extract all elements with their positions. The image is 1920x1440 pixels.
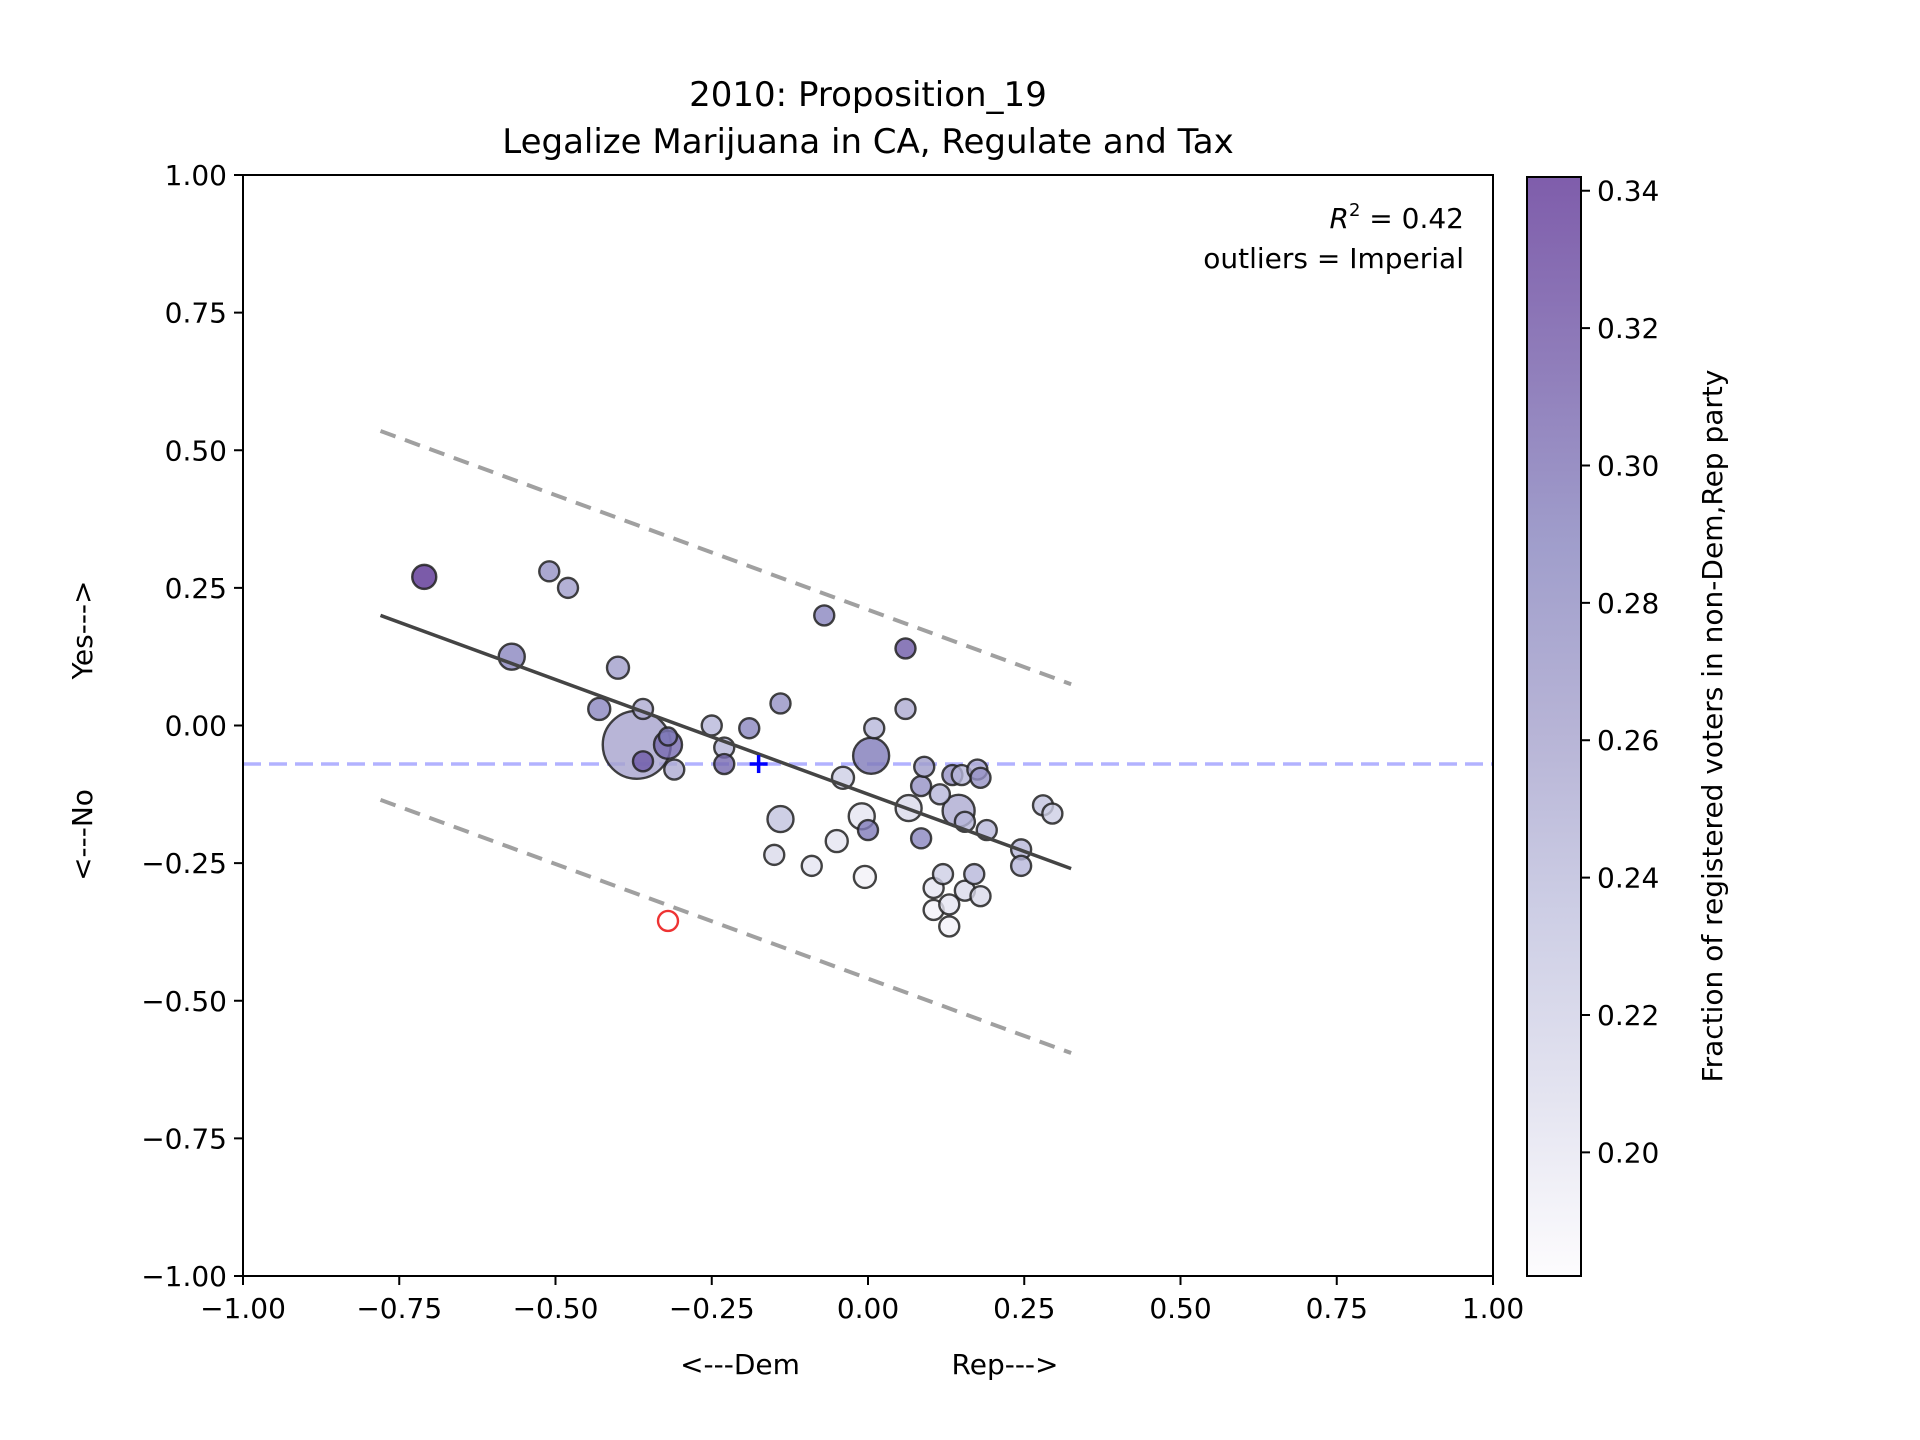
r-squared-superscript: 2 xyxy=(1349,200,1360,221)
data-point xyxy=(851,736,891,775)
data-point xyxy=(769,692,792,715)
data-point xyxy=(824,828,849,854)
data-point xyxy=(556,576,580,600)
plot-area xyxy=(243,429,1493,1055)
x-tick-label: −0.25 xyxy=(669,1292,755,1325)
outliers-annotation: outliers = Imperial xyxy=(1203,242,1464,275)
data-point xyxy=(863,717,886,740)
colorbar-tick-label: 0.22 xyxy=(1597,999,1659,1032)
data-point xyxy=(763,843,786,867)
data-point xyxy=(913,755,936,778)
y-tick-label: 0.50 xyxy=(165,434,227,467)
r-squared-symbol: R xyxy=(1329,202,1348,235)
colorbar-ticks: 0.20 0.22 0.24 0.26 0.28 0.30 0.32 0.34 xyxy=(1581,175,1659,1169)
x-tick-label: −0.75 xyxy=(356,1292,442,1325)
data-point xyxy=(497,642,526,671)
data-point xyxy=(931,862,955,886)
data-point xyxy=(856,818,880,842)
colorbar xyxy=(1526,176,1582,1277)
data-point xyxy=(538,560,561,583)
data-point xyxy=(813,604,836,627)
colorbar-tick-label: 0.30 xyxy=(1597,449,1659,482)
colorbar-tick-label: 0.28 xyxy=(1597,587,1659,620)
upper-bound-line xyxy=(379,429,1072,687)
y-tick-label: −0.25 xyxy=(141,847,227,880)
x-tick-label: 1.00 xyxy=(1462,1292,1524,1325)
x-tick-label: −0.50 xyxy=(513,1292,599,1325)
data-point xyxy=(657,726,679,747)
colorbar-tick-label: 0.32 xyxy=(1597,312,1659,345)
data-point xyxy=(894,697,917,721)
y-tick-label: 1.00 xyxy=(165,159,227,192)
colorbar-tick-label: 0.24 xyxy=(1597,862,1659,895)
colorbar-tick-label: 0.34 xyxy=(1597,175,1659,208)
y-tick-label: 0.00 xyxy=(165,710,227,743)
data-point xyxy=(631,750,655,773)
chart-title-line2: Legalize Marijuana in CA, Regulate and T… xyxy=(502,122,1234,162)
data-point xyxy=(963,862,986,886)
y-axis-label-bottom: <---No xyxy=(66,789,99,881)
chart-title-line1: 2010: Proposition_19 xyxy=(689,75,1047,115)
data-point xyxy=(909,774,933,798)
data-point xyxy=(928,783,952,806)
data-point xyxy=(969,766,992,789)
r-squared-value: = 0.42 xyxy=(1360,202,1464,235)
data-point xyxy=(800,854,823,878)
data-point xyxy=(938,915,961,938)
data-point xyxy=(969,884,992,908)
data-point xyxy=(605,655,631,680)
mean-marker xyxy=(749,755,768,774)
y-axis-label-top: Yes---> xyxy=(66,581,99,681)
y-tick-label: −0.75 xyxy=(141,1122,227,1155)
x-tick-label: 0.50 xyxy=(1149,1292,1211,1325)
data-point xyxy=(587,696,612,722)
data-point xyxy=(738,717,761,740)
y-axis-ticks: 1.00 0.75 0.50 0.25 0.00 −0.25 −0.50 −0.75 −1.00 xyxy=(141,159,243,1293)
data-point xyxy=(909,827,933,850)
x-tick-label: 0.75 xyxy=(1306,1292,1368,1325)
y-tick-label: −1.00 xyxy=(141,1260,227,1293)
lower-bound-line xyxy=(379,797,1072,1055)
data-point xyxy=(713,752,736,776)
x-axis-ticks: −1.00 −0.75 −0.50 −0.25 0.00 0.25 0.50 0.75 1.00 xyxy=(200,1276,1524,1325)
x-axis-label-left: <---Dem xyxy=(680,1348,800,1381)
data-point xyxy=(411,563,438,591)
colorbar-tick-label: 0.20 xyxy=(1597,1136,1659,1169)
data-point xyxy=(938,893,961,916)
data-point xyxy=(1041,802,1064,825)
data-point xyxy=(1009,854,1033,878)
y-tick-label: 0.75 xyxy=(165,297,227,330)
x-tick-label: 0.25 xyxy=(993,1292,1055,1325)
data-point xyxy=(766,804,795,834)
colorbar-tick-label: 0.26 xyxy=(1597,724,1659,757)
colorbar-label: Fraction of registered voters in non-Dem… xyxy=(1696,370,1729,1083)
outlier-point xyxy=(656,909,680,933)
y-tick-label: 0.25 xyxy=(165,572,227,605)
x-tick-label: −1.00 xyxy=(200,1292,286,1325)
regression-line xyxy=(379,613,1072,871)
data-point xyxy=(852,864,878,890)
x-axis-label-right: Rep---> xyxy=(952,1348,1059,1381)
x-tick-label: 0.00 xyxy=(837,1292,899,1325)
data-point xyxy=(663,758,686,781)
data-point xyxy=(894,637,917,660)
y-tick-label: −0.50 xyxy=(141,985,227,1018)
r-squared-annotation: R2 = 0.42 xyxy=(1329,200,1464,235)
